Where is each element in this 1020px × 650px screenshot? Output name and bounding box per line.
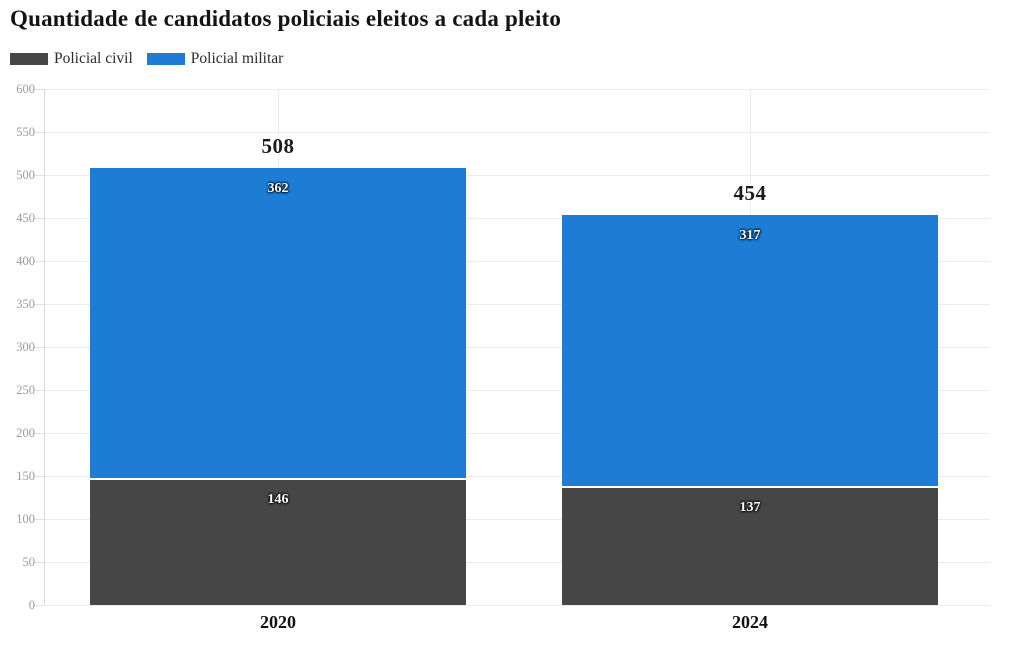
y-axis-tick-label: 350 xyxy=(16,297,35,311)
y-axis-tick xyxy=(33,88,44,90)
bar-segment-civil-2024 xyxy=(562,487,938,605)
legend-label-militar: Policial militar xyxy=(190,50,284,67)
legend-swatch-militar xyxy=(146,53,185,65)
y-axis-tick xyxy=(33,389,44,391)
y-axis-tick-label: 600 xyxy=(16,82,35,96)
y-axis-tick xyxy=(33,346,44,348)
y-axis-tick-label: 0 xyxy=(28,598,35,612)
gridline xyxy=(44,174,990,176)
bar-segment-militar-2024 xyxy=(562,214,938,488)
gridline xyxy=(44,518,990,520)
y-axis-tick xyxy=(33,174,44,176)
gridline xyxy=(44,88,990,90)
gridline xyxy=(44,260,990,262)
y-axis-tick-label: 400 xyxy=(16,254,35,268)
y-axis-tick-label: 150 xyxy=(16,469,35,483)
y-axis-tick xyxy=(33,561,44,563)
y-axis-tick xyxy=(33,217,44,219)
y-axis-line xyxy=(44,89,45,605)
bar-value-civil-2020: 146 xyxy=(267,492,289,508)
bar-value-civil-2024: 137 xyxy=(739,500,761,516)
gridline xyxy=(44,303,990,305)
bar-total-label-2020: 508 xyxy=(261,134,295,159)
legend-label-civil: Policial civil xyxy=(54,50,133,67)
y-axis-tick-label: 50 xyxy=(22,555,36,569)
bar-segment-civil-2020 xyxy=(90,479,466,605)
y-axis-tick xyxy=(33,432,44,434)
legend: Policial civil Policial militar xyxy=(10,50,283,68)
gridline xyxy=(44,432,990,434)
x-axis-label-2020: 2020 xyxy=(260,612,296,632)
gridline xyxy=(44,561,990,563)
legend-item-policial-civil: Policial civil xyxy=(10,50,133,68)
gridline xyxy=(44,131,990,133)
y-axis-tick xyxy=(33,303,44,305)
y-axis-tick xyxy=(33,604,44,606)
gridline xyxy=(44,475,990,477)
legend-swatch-civil xyxy=(10,53,48,65)
gridline xyxy=(44,604,990,606)
legend-item-policial-militar: Policial militar xyxy=(146,50,284,68)
gridline xyxy=(44,346,990,348)
bar-value-militar-2020: 362 xyxy=(267,181,289,197)
y-axis-tick-label: 500 xyxy=(16,168,35,182)
y-axis-tick-label: 300 xyxy=(16,340,35,354)
y-axis-tick-label: 450 xyxy=(16,211,35,225)
y-axis-tick-label: 250 xyxy=(16,383,35,397)
y-axis-tick xyxy=(33,260,44,262)
y-axis-tick-label: 200 xyxy=(16,426,35,440)
y-axis-tick xyxy=(33,518,44,520)
y-axis-tick xyxy=(33,131,44,133)
bar-value-militar-2024: 317 xyxy=(739,227,761,243)
x-axis-label-2024: 2024 xyxy=(732,612,768,632)
bar-total-label-2024: 454 xyxy=(733,180,767,205)
gridline xyxy=(44,389,990,391)
bar-segment-militar-2020 xyxy=(90,168,466,480)
chart-title: Quantidade de candidatos policiais eleit… xyxy=(10,6,562,31)
y-axis-tick-label: 550 xyxy=(16,125,35,139)
gridline xyxy=(44,217,990,219)
y-axis-tick-label: 100 xyxy=(16,512,35,526)
y-axis-tick xyxy=(33,475,44,477)
